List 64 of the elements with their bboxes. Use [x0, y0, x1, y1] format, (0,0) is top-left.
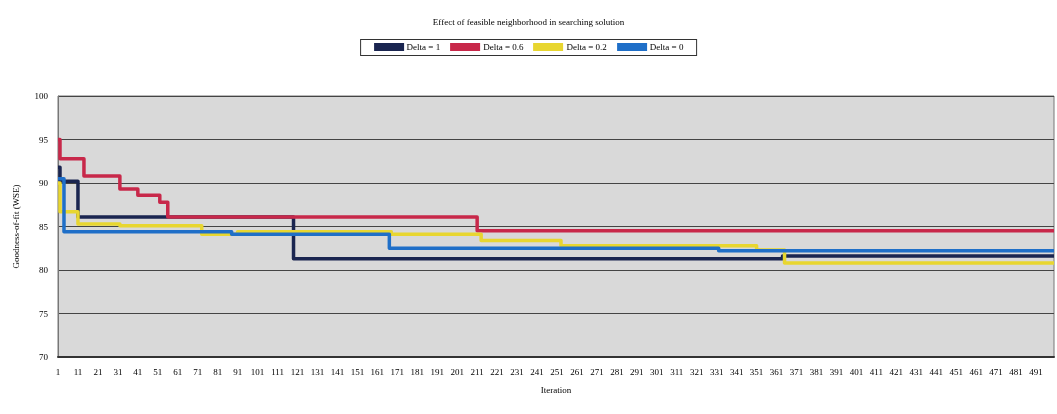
legend-label: Delta = 1 [406, 42, 441, 52]
x-tick-label: 211 [470, 366, 484, 377]
x-tick-label: 271 [590, 366, 604, 377]
x-tick-label: 41 [133, 366, 143, 377]
x-tick-label: 191 [430, 366, 444, 377]
y-tick-label: 70 [39, 352, 49, 362]
legend-label: Delta = 0.2 [566, 42, 607, 52]
x-tick-label: 441 [929, 366, 943, 377]
x-tick-label: 351 [749, 366, 764, 377]
x-tick-label: 421 [889, 366, 904, 377]
x-tick-label: 241 [530, 366, 544, 377]
x-tick-label: 381 [809, 366, 824, 377]
x-tick-label: 431 [909, 366, 924, 377]
x-tick-label: 261 [570, 366, 584, 377]
x-tick-label: 141 [330, 366, 345, 377]
x-tick-label: 51 [153, 366, 163, 377]
x-tick-label: 1 [55, 366, 61, 377]
x-tick-label: 231 [510, 366, 524, 377]
x-tick-label: 171 [390, 366, 405, 377]
x-tick-label: 31 [113, 366, 123, 377]
x-tick-label: 161 [370, 366, 385, 377]
x-tick-label: 401 [849, 366, 864, 377]
x-tick-label: 391 [829, 366, 844, 377]
x-tick-label: 481 [1009, 366, 1023, 377]
y-tick-label: 95 [39, 134, 49, 145]
x-axis-title: Iteration [540, 384, 572, 395]
y-tick-label: 80 [39, 265, 49, 275]
legend-label: Delta = 0 [649, 42, 684, 52]
x-tick-label: 291 [630, 366, 644, 377]
x-tick-label: 71 [193, 366, 203, 377]
x-tick-label: 91 [233, 366, 243, 377]
x-tick-label: 341 [729, 366, 744, 377]
x-tick-label: 61 [173, 366, 183, 377]
x-tick-label: 311 [670, 366, 684, 377]
x-tick-label: 111 [271, 366, 284, 377]
x-tick-label: 301 [650, 366, 664, 377]
x-tick-label: 11 [73, 366, 83, 377]
legend-label: Delta = 0.6 [483, 42, 524, 52]
y-axis-title: Goodness-of-fit (WSE) [10, 184, 21, 269]
x-tick-label: 21 [93, 366, 103, 377]
y-tick-label: 85 [39, 221, 49, 232]
x-tick-label: 221 [490, 366, 504, 377]
x-tick-label: 491 [1029, 366, 1043, 377]
y-tick-label: 75 [39, 308, 49, 319]
x-tick-label: 281 [610, 366, 624, 377]
y-tick-label: 90 [39, 178, 49, 188]
y-tick-label: 100 [34, 91, 49, 101]
x-tick-label: 201 [450, 366, 464, 377]
x-tick-label: 131 [310, 366, 325, 377]
x-tick-label: 331 [709, 366, 724, 377]
x-tick-label: 411 [869, 366, 883, 377]
x-tick-label: 451 [949, 366, 963, 377]
x-tick-label: 151 [350, 366, 365, 377]
x-tick-label: 321 [689, 366, 704, 377]
x-tick-label: 121 [290, 366, 305, 377]
x-tick-label: 371 [789, 366, 804, 377]
chart-title: Effect of feasible neighborhood in searching solution [432, 16, 625, 27]
x-tick-label: 81 [213, 366, 223, 377]
x-tick-label: 181 [410, 366, 425, 377]
x-tick-label: 461 [969, 366, 983, 377]
x-tick-label: 251 [550, 366, 564, 377]
x-tick-label: 471 [989, 366, 1003, 377]
x-tick-label: 101 [250, 366, 265, 377]
x-tick-label: 361 [769, 366, 784, 377]
